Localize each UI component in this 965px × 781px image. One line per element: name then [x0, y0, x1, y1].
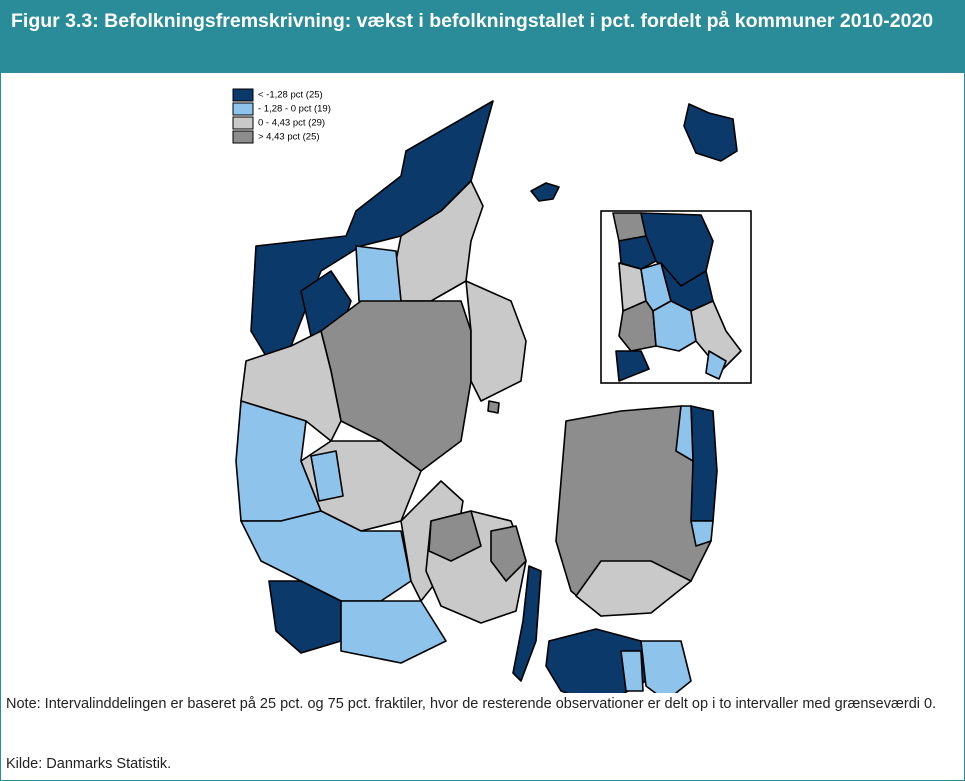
municipality [620, 650, 644, 692]
legend-swatch [232, 88, 254, 102]
regions [235, 100, 738, 693]
municipality [487, 400, 500, 414]
municipality [618, 235, 657, 270]
legend-label: < -1,28 pct (25) [258, 90, 323, 101]
note: Note: Intervalinddelingen er baseret på … [6, 696, 937, 712]
municipality [615, 350, 650, 382]
municipality [530, 182, 560, 202]
legend-label: 0 - 4,43 pct (29) [258, 118, 325, 129]
legend: < -1,28 pct (25) - 1,28 - 0 pct (19) 0 - 4… [232, 88, 331, 144]
legend-swatch [232, 102, 254, 116]
legend-label: - 1,28 - 0 pct (19) [258, 104, 331, 115]
municipality [428, 510, 482, 562]
municipality [690, 300, 742, 372]
legend-swatch [232, 130, 254, 144]
municipality [575, 560, 692, 617]
municipality [545, 628, 647, 693]
figure-title: Figur 3.3: Befolkningsfremskrivning: væk… [1, 1, 964, 73]
legend-label: > 4,43 pct (25) [258, 132, 320, 143]
municipality [675, 405, 694, 462]
municipality [640, 640, 692, 693]
municipality [512, 565, 542, 682]
municipality [310, 450, 344, 502]
municipality [683, 103, 738, 162]
municipality [490, 525, 527, 582]
municipality [705, 350, 727, 380]
legend-swatch [232, 116, 254, 130]
municipality [690, 520, 714, 547]
map: < -1,28 pct (25) - 1,28 - 0 pct (19) 0 - 4… [232, 88, 752, 693]
municipality [690, 405, 718, 522]
municipality [340, 600, 447, 664]
municipality [465, 280, 527, 402]
source: Kilde: Danmarks Statistik. [6, 756, 172, 772]
inset-regions [612, 212, 742, 382]
